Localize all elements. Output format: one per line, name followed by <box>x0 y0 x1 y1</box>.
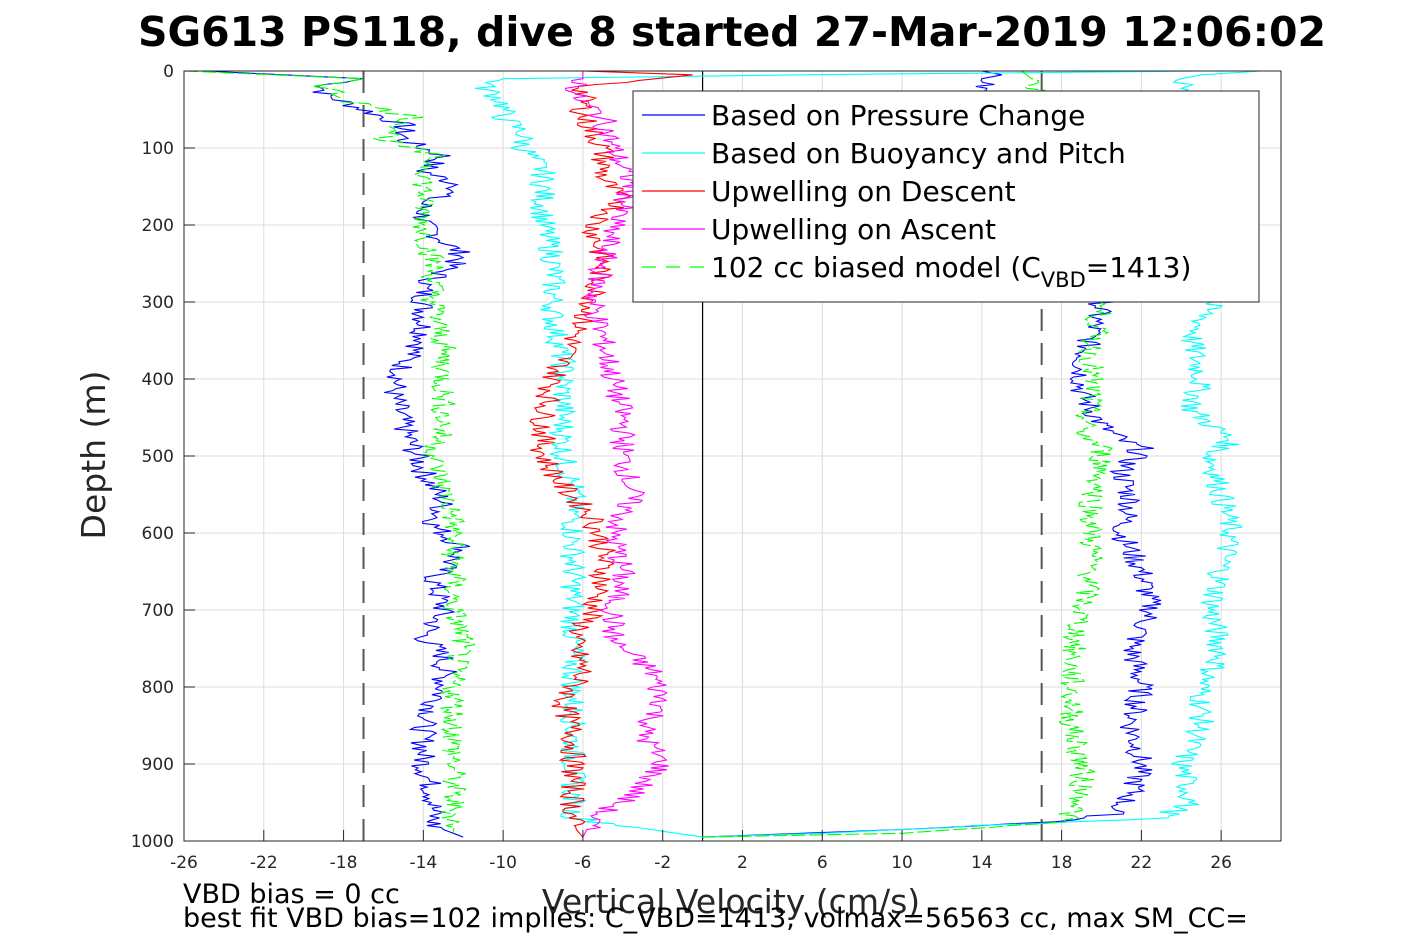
vbd-bias-note: VBD bias = 0 cc <box>183 879 400 910</box>
axis-ticks: -26 -22 -18 -14 -10 -6 -2 2 6 10 14 18 22 26010020030… <box>131 62 1232 873</box>
legend: Based on Pressure Change Based on Buoyanc… <box>632 90 1260 303</box>
x-tick-label: 6 <box>817 853 828 873</box>
x-tick-label: -6 <box>574 853 591 873</box>
series-line-102-cc-biased-model-descent- <box>183 70 476 834</box>
y-tick-label: 500 <box>142 447 174 467</box>
legend-label-subscript: VBD <box>1041 268 1086 292</box>
x-axis-label: Vertical Velocity (cm/s) <box>542 882 920 921</box>
y-tick-label: 400 <box>142 370 174 390</box>
x-tick-label: 18 <box>1051 853 1073 873</box>
chart-title: SG613 PS118, dive 8 started 27-Mar-2019 … <box>138 8 1326 56</box>
x-tick-label: -26 <box>170 853 198 873</box>
y-tick-label: 600 <box>142 524 174 544</box>
plot-series <box>183 70 1262 838</box>
series-line-based-on-pressure-change-descent- <box>203 70 471 838</box>
legend-label: Upwelling on Descent <box>711 175 1016 208</box>
x-tick-label: -10 <box>489 853 517 873</box>
x-tick-label: 10 <box>891 853 913 873</box>
y-tick-label: 1000 <box>131 832 174 852</box>
y-tick-label: 800 <box>142 678 174 698</box>
y-tick-label: 200 <box>142 216 174 236</box>
x-tick-label: 26 <box>1210 853 1232 873</box>
series-line-102-cc-biased-model-ascent- <box>702 70 1113 838</box>
x-tick-label: 2 <box>737 853 748 873</box>
x-tick-label: -2 <box>654 853 671 873</box>
y-tick-label: 0 <box>163 62 174 82</box>
legend-label: Based on Pressure Change <box>711 99 1085 132</box>
legend-label: Based on Buoyancy and Pitch <box>711 137 1126 170</box>
legend-label-suffix: =1413) <box>1086 251 1192 284</box>
x-tick-label: 14 <box>971 853 993 873</box>
series-line-based-on-buoyancy-and-pitch-descent- <box>474 70 1202 838</box>
x-tick-label: 22 <box>1131 853 1153 873</box>
series-line-upwelling-on-ascent <box>564 71 669 838</box>
legend-label: Upwelling on Ascent <box>711 213 996 246</box>
best-fit-note: best fit VBD bias=102 implies: C_VBD=141… <box>183 903 1248 934</box>
legend-label: 102 cc biased model (C <box>711 251 1041 284</box>
y-tick-label: 300 <box>142 293 174 313</box>
legend-box <box>632 90 1260 303</box>
x-tick-label: -14 <box>409 853 437 873</box>
x-tick-label: -22 <box>250 853 278 873</box>
y-tick-label: 100 <box>142 139 174 159</box>
y-axis-label: Depth (m) <box>74 371 113 540</box>
y-tick-label: 900 <box>142 755 174 775</box>
y-tick-label: 700 <box>142 601 174 621</box>
x-tick-label: -18 <box>330 853 358 873</box>
